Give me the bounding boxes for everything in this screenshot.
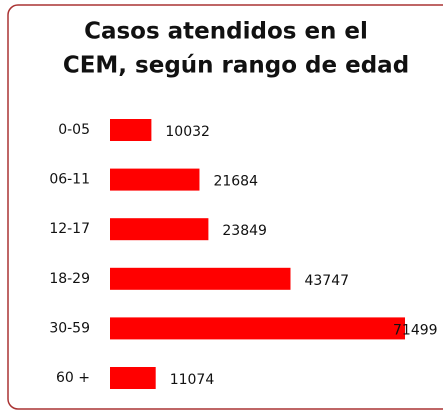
chart-title: Casos atendidos en el: [84, 19, 368, 45]
value-label: 71499: [393, 322, 438, 338]
bar: [110, 317, 405, 340]
bar: [110, 168, 200, 191]
category-label: 0-05: [58, 122, 90, 138]
value-label: 43747: [304, 273, 349, 289]
value-label: 11074: [170, 372, 215, 388]
bar: [110, 267, 291, 290]
bar: [110, 367, 156, 389]
category-label: 06-11: [49, 172, 90, 188]
category-label: 12-17: [49, 221, 90, 237]
card: [7, 4, 443, 410]
category-label: 30-59: [49, 320, 90, 336]
value-label: 23849: [222, 223, 267, 239]
value-label: 10032: [165, 124, 210, 140]
chart-title: CEM, según rango de edad: [63, 53, 409, 79]
bar: [110, 119, 152, 141]
bar: [110, 218, 209, 241]
category-label: 18-29: [49, 271, 90, 287]
category-label: 60 +: [56, 370, 90, 386]
value-label: 21684: [213, 174, 258, 190]
